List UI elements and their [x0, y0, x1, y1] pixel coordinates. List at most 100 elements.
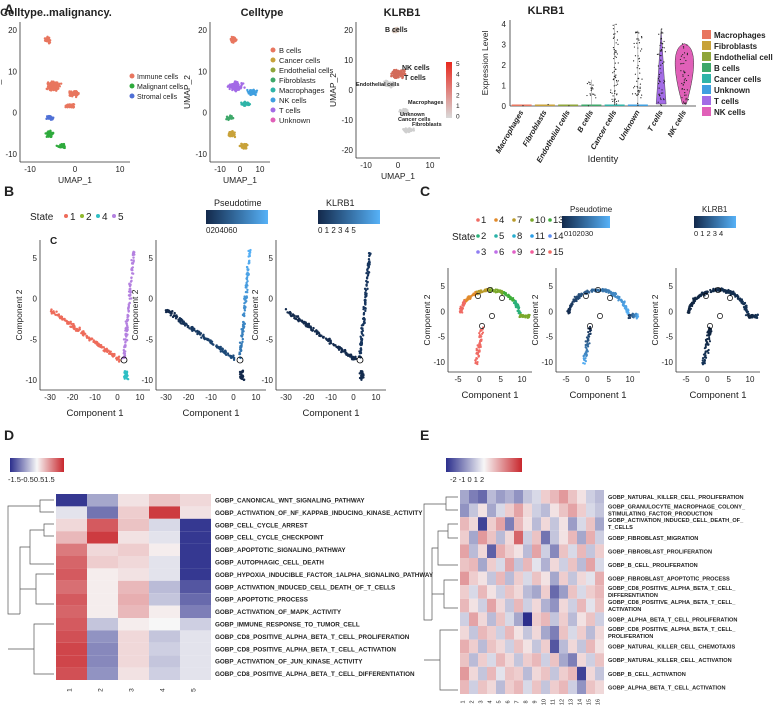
traj-point: [244, 297, 248, 300]
heate-cell: [541, 503, 550, 518]
violin-point: [660, 64, 662, 66]
violin-point: [684, 103, 687, 105]
heatd-cell: [118, 494, 149, 507]
violin-point: [661, 28, 663, 30]
traj-y-tick: 5: [149, 254, 154, 263]
traj-point: [367, 271, 371, 274]
heatd-col-label-0: 1: [67, 688, 74, 692]
traj-point: [516, 309, 519, 313]
umap-point: [244, 102, 247, 105]
heatd-cell: [56, 642, 87, 656]
traj-branch-node: [707, 323, 713, 329]
heatd-cell: [180, 543, 211, 556]
heatd-row-label-2: GOBP_CELL_CYCLE_ARREST: [215, 522, 308, 529]
heate-cell: [586, 612, 595, 626]
traj-point: [249, 248, 252, 252]
heate-cell: [469, 517, 478, 531]
umap-point: [240, 81, 243, 85]
traj-point: [242, 326, 245, 330]
traj-point: [708, 330, 711, 333]
heatd-row-label-10: GOBP_IMMUNE_RESPONSE_TO_TUMOR_CELL: [215, 622, 360, 629]
heatd-row-label-5: GOBP_AUTOPHAGIC_CELL_DEATH: [215, 560, 324, 567]
heatd-cell: [87, 580, 118, 594]
violin-point: [615, 84, 617, 87]
heate-cell: [559, 666, 568, 681]
heate-cell: [577, 503, 586, 518]
umap-point: [392, 83, 395, 86]
traj-point: [500, 291, 503, 294]
traj-point: [701, 359, 704, 362]
violin-point: [637, 55, 639, 57]
violin-point: [617, 62, 619, 64]
violin-point: [685, 59, 687, 62]
heate-cell: [478, 490, 487, 504]
traj-x-tick: -5: [562, 375, 570, 384]
heate-cell: [478, 558, 487, 572]
violin-point: [634, 55, 637, 57]
heate-cell: [523, 585, 532, 599]
traj-point: [123, 350, 126, 354]
traj-point: [109, 352, 112, 356]
traj-point: [584, 351, 587, 354]
panel-label-b: B: [4, 183, 14, 199]
heate-cell: [460, 571, 469, 586]
violin-point: [663, 47, 665, 49]
heatd-cell: [180, 667, 211, 680]
heate-cell: [550, 585, 559, 599]
heate-cell: [595, 530, 604, 545]
traj-point: [709, 288, 712, 292]
heate-cell: [568, 680, 577, 694]
heate-cell: [469, 666, 478, 681]
violin-point: [682, 84, 684, 86]
umap-point: [252, 91, 255, 94]
heate-cell: [595, 680, 604, 694]
violin-point: [683, 88, 685, 91]
heatd-cell: [56, 605, 87, 618]
traj-point: [362, 374, 365, 377]
traj-point: [741, 302, 744, 305]
umap-klrb1-label-3: Endothelial cells: [356, 82, 399, 88]
traj-point: [473, 292, 476, 295]
traj-point: [617, 296, 621, 299]
heate-cell: [514, 503, 523, 518]
heate-cell: [496, 503, 505, 518]
traj-point: [723, 290, 727, 293]
heate-col-label-1: 2: [470, 700, 476, 703]
traj-point: [494, 288, 497, 291]
umap-point: [407, 129, 410, 133]
traj-point: [517, 307, 520, 310]
violin-legend-4: Cancer cells: [714, 75, 762, 84]
umap-point: [403, 108, 406, 112]
violin-point: [660, 48, 663, 51]
traj-point: [118, 358, 121, 362]
traj-point: [587, 330, 590, 334]
traj-point: [603, 289, 606, 292]
traj-point: [232, 356, 236, 360]
traj-point: [632, 314, 635, 317]
heatd-cell: [56, 531, 87, 544]
heate-cell: [568, 612, 577, 626]
umap-point: [401, 74, 404, 77]
heatd-cell: [87, 543, 118, 556]
traj-point: [614, 294, 617, 298]
traj-point: [241, 333, 244, 336]
umap-klrb1-label-0: B cells: [385, 27, 408, 34]
heate-cell: [559, 544, 568, 558]
umap-point: [57, 145, 60, 148]
violin-point: [639, 86, 641, 88]
heate-row-label-10: GOBP_CD8_POSITIVE_ALPHA_BETA_T_CELL_: [608, 627, 736, 633]
umap-point: [231, 88, 234, 92]
traj-branch-node: [356, 356, 364, 364]
heate-cell: [568, 530, 577, 545]
heate-cell: [496, 598, 505, 613]
umap-point: [49, 118, 53, 122]
legend-swatch: [270, 117, 276, 123]
violin-point: [613, 100, 615, 102]
traj-point: [243, 307, 246, 310]
heate-cell: [550, 612, 559, 626]
violin-point: [637, 89, 640, 92]
umap-klrb1-label-7: Fibroblasts: [412, 122, 442, 128]
heate-cell: [541, 517, 550, 531]
